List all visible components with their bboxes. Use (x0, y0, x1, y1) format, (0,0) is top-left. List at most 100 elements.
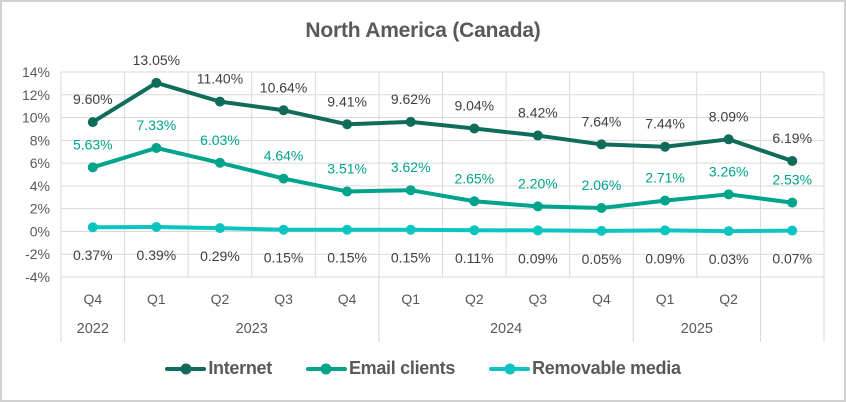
data-label-email-clients: 4.64% (264, 148, 304, 164)
data-point-internet (660, 141, 671, 152)
data-point-internet (787, 155, 798, 166)
data-label-internet: 6.19% (772, 130, 812, 146)
x-axis-quarter-label: Q1 (401, 291, 420, 307)
data-label-email-clients: 2.06% (582, 177, 622, 193)
data-point-internet (87, 117, 98, 128)
data-label-removable-media: 0.03% (709, 251, 749, 267)
data-point-internet (342, 119, 353, 130)
data-point-email-clients (787, 197, 798, 208)
chart-title: North America (Canada) (305, 19, 541, 42)
data-point-removable-media (596, 225, 607, 236)
data-point-internet (405, 116, 416, 127)
data-label-internet: 9.62% (391, 91, 431, 107)
data-label-email-clients: 6.03% (200, 132, 240, 148)
x-axis-quarter-label: Q4 (338, 291, 357, 307)
data-label-removable-media: 0.15% (391, 250, 431, 266)
x-axis-quarter-label: Q1 (656, 291, 675, 307)
data-label-removable-media: 0.05% (582, 251, 622, 267)
series-line-email-clients (90, 145, 795, 210)
data-point-email-clients (532, 201, 543, 212)
y-axis-tick-label: -2% (25, 246, 50, 262)
data-label-removable-media: 0.37% (73, 247, 113, 263)
data-point-removable-media (214, 223, 225, 234)
data-label-removable-media: 0.07% (772, 251, 812, 267)
data-point-email-clients (469, 196, 480, 207)
legend-item-internet: Internet (165, 358, 272, 379)
data-point-removable-media (151, 222, 162, 233)
data-label-removable-media: 0.15% (264, 250, 304, 266)
x-axis-quarter-label: Q3 (274, 291, 293, 307)
data-point-email-clients (596, 202, 607, 213)
data-label-email-clients: 3.26% (709, 163, 749, 179)
data-label-removable-media: 0.09% (518, 250, 558, 266)
dot-marker-icon (180, 363, 192, 374)
y-axis-tick-label: 12% (22, 87, 50, 103)
data-point-internet (723, 134, 734, 145)
x-axis-quarter-label: Q4 (592, 291, 611, 307)
x-axis-quarter-label: Q2 (719, 291, 738, 307)
line-marker-icon (165, 363, 207, 374)
data-label-email-clients: 5.63% (73, 136, 113, 152)
data-point-removable-media (342, 224, 353, 235)
data-label-email-clients: 2.65% (454, 170, 494, 186)
data-label-email-clients: 3.62% (391, 159, 431, 175)
data-point-internet (596, 139, 607, 150)
data-point-email-clients (405, 185, 416, 196)
data-point-email-clients (342, 186, 353, 197)
data-label-internet: 7.44% (645, 116, 685, 132)
legend-label-internet: Internet (208, 358, 272, 378)
data-label-removable-media: 0.11% (455, 250, 494, 266)
data-point-internet (214, 96, 225, 107)
data-label-internet: 8.09% (709, 108, 749, 124)
data-point-email-clients (87, 162, 98, 173)
data-point-email-clients (723, 189, 734, 200)
y-axis-tick-label: 6% (30, 155, 50, 171)
x-axis-year-label: 2022 (77, 321, 109, 337)
data-point-removable-media (723, 226, 734, 237)
data-point-internet (151, 77, 162, 88)
data-point-email-clients (151, 142, 162, 153)
data-point-email-clients (660, 195, 671, 206)
data-point-removable-media (532, 225, 543, 236)
x-axis-quarter-label: Q2 (211, 291, 230, 307)
data-label-email-clients: 2.20% (518, 175, 558, 191)
data-point-removable-media (87, 222, 98, 233)
data-point-email-clients (214, 157, 225, 168)
dot-marker-icon (320, 363, 332, 374)
data-label-internet: 9.41% (327, 93, 367, 109)
data-point-internet (532, 130, 543, 141)
data-label-email-clients: 2.53% (772, 172, 812, 188)
data-label-internet: 8.42% (518, 105, 558, 121)
data-label-email-clients: 2.71% (645, 170, 685, 186)
data-label-removable-media: 0.09% (645, 250, 685, 266)
data-point-removable-media (469, 225, 480, 236)
y-axis-tick-label: 2% (30, 201, 50, 217)
x-axis-year-label: 2024 (490, 321, 522, 337)
data-point-removable-media (660, 225, 671, 236)
data-label-internet: 9.04% (454, 97, 494, 113)
data-point-internet (278, 105, 289, 116)
legend-label-email-clients: Email clients (348, 358, 456, 378)
dot-marker-icon (504, 363, 516, 374)
data-label-internet: 9.60% (73, 91, 113, 107)
line-marker-icon (305, 363, 347, 374)
data-point-removable-media (278, 224, 289, 235)
y-axis-tick-label: 8% (30, 132, 50, 148)
y-axis-tick-label: 0% (30, 223, 50, 239)
x-axis-quarter-label: Q4 (83, 291, 102, 307)
data-label-internet: 7.64% (582, 113, 622, 129)
legend: Internet Email clients Removable media (2, 358, 844, 379)
x-axis-quarter-label: Q2 (465, 291, 484, 307)
data-label-removable-media: 0.15% (327, 250, 367, 266)
x-axis-quarter-label: Q3 (529, 291, 548, 307)
data-label-email-clients: 7.33% (137, 117, 177, 133)
data-label-internet: 10.64% (260, 79, 307, 95)
x-axis-year-label: 2025 (681, 321, 713, 337)
line-marker-icon (489, 363, 531, 374)
data-point-removable-media (787, 225, 798, 236)
data-label-email-clients: 3.51% (327, 160, 367, 176)
legend-item-email-clients: Email clients (305, 358, 456, 379)
data-label-removable-media: 0.39% (137, 247, 177, 263)
